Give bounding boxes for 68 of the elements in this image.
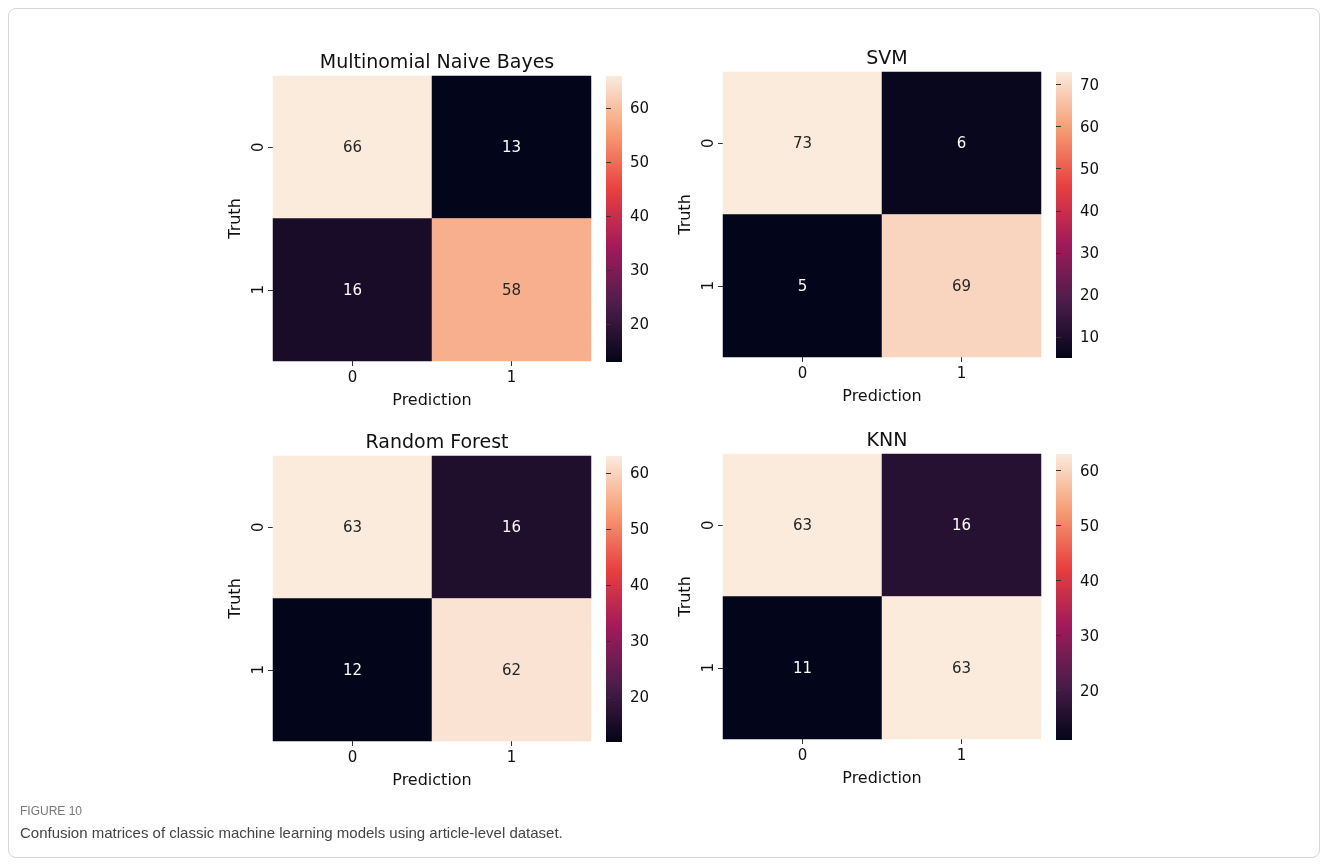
text: Confusion matrices of classic machine learning models using article-level dataset. [20,824,563,841]
x-tick-label: 0 [347,367,358,386]
y-axis-title: Truth [674,194,694,236]
chart-title: Multinomial Naive Bayes [319,49,555,72]
x-tick-label: 1 [506,747,517,766]
color-bar-label: 30 [1080,626,1100,645]
data-label: 13 [501,138,522,157]
x-axis-title: Prediction [392,769,472,789]
color-bar-label: 50 [1080,159,1100,178]
x-tick-label: 1 [956,745,967,764]
y-tick-label: 1 [248,284,267,295]
color-bar-label: 70 [1080,75,1100,94]
data-label: 66 [342,138,363,157]
y-tick-label: 1 [698,280,717,291]
color-bar-label: 60 [630,99,650,118]
color-bar-label: 30 [630,632,650,651]
color-bar-label: 30 [1080,243,1100,262]
x-tick-label: 1 [956,363,967,382]
data-label: 63 [342,518,363,537]
color-bar-label: 60 [1080,461,1100,480]
color-bar-label: 20 [1080,681,1100,700]
y-axis-title: Truth [224,578,244,620]
data-label: 58 [501,280,522,299]
color-bar-label: 20 [630,315,650,334]
y-tick-label: 0 [698,138,717,149]
y-tick-label: 0 [248,142,267,153]
color-bar-label: 40 [630,575,650,594]
y-tick-label: 1 [248,664,267,675]
color-bar-label: 60 [630,463,650,482]
x-axis-title: Prediction [842,385,922,405]
data-label: 16 [342,280,363,299]
data-label: 63 [951,658,972,677]
color-bar-label: 50 [1080,516,1100,535]
color-bar-label: 40 [630,207,650,226]
y-axis-title: Truth [674,576,694,618]
data-label: 5 [797,276,808,295]
chart-title: KNN [866,427,908,450]
data-label: 73 [792,134,813,153]
y-tick-label: 0 [248,522,267,533]
color-bar-label: 10 [1080,327,1100,346]
color-bar-label: 30 [630,261,650,280]
x-axis-title: Prediction [392,389,472,409]
color-bar-label: 20 [1080,285,1100,304]
chart-title: SVM [866,45,908,68]
color-bar-label: 50 [630,153,650,172]
y-axis-title: Truth [224,198,244,240]
x-tick-label: 0 [347,747,358,766]
data-label: 6 [956,134,967,153]
color-bar-label: 40 [1080,571,1100,590]
x-tick-label: 1 [506,367,517,386]
x-axis-title: Prediction [842,767,922,787]
color-bar-label: 60 [1080,117,1100,136]
caption: FIGURE 10 [20,804,83,818]
data-label: 69 [951,276,972,295]
data-label: 16 [951,516,972,535]
color-bar-label: 20 [630,688,650,707]
chart-title: Random Forest [365,429,509,452]
x-tick-label: 0 [797,745,808,764]
data-label: 62 [501,660,522,679]
y-tick-label: 0 [698,520,717,531]
data-label: 12 [342,660,363,679]
color-bar-label: 40 [1080,201,1100,220]
data-label: 11 [792,658,813,677]
y-tick-label: 1 [698,662,717,673]
data-label: 16 [501,518,522,537]
color-bar-label: 50 [630,519,650,538]
data-label: 63 [792,516,813,535]
x-tick-label: 0 [797,363,808,382]
